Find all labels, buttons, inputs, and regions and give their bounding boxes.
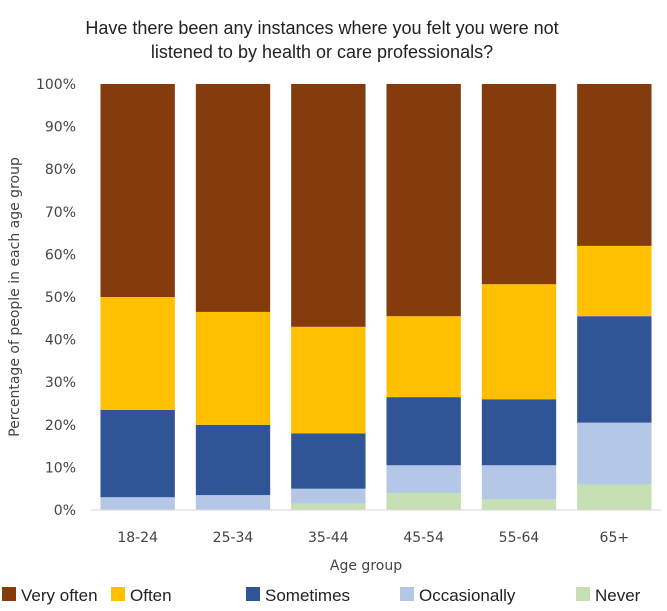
bar-segment-sometimes — [386, 397, 461, 466]
bar-segment-often — [195, 311, 271, 425]
y-tick-label: 70% — [45, 205, 76, 221]
legend-swatch-often — [111, 587, 125, 601]
legend-swatch-sometimes — [246, 587, 260, 601]
y-tick-label: 50% — [45, 290, 76, 306]
y-tick-label: 30% — [45, 375, 76, 391]
bar-segment-occasionally — [481, 465, 557, 500]
bar-segment-often — [481, 284, 557, 400]
x-tick-label: 18-24 — [117, 530, 158, 546]
bar-segment-sometimes — [100, 409, 175, 498]
y-tick-label: 100% — [36, 77, 76, 93]
y-tick-label: 40% — [45, 333, 76, 349]
y-tick-label: 0% — [54, 503, 76, 519]
bar-segment-sometimes — [577, 316, 652, 423]
bar-segment-very-often — [577, 84, 652, 246]
legend-label-often: Often — [130, 586, 172, 605]
bar-segment-often — [386, 316, 461, 398]
y-tick-label: 60% — [45, 247, 76, 263]
x-tick-label: 45-54 — [403, 530, 444, 546]
x-tick-label: 65+ — [600, 530, 630, 546]
chart-title-line-1: Have there been any instances where you … — [85, 18, 558, 38]
y-axis-title: Percentage of people in each age group — [7, 157, 23, 437]
legend-swatch-very-often — [2, 587, 16, 601]
x-tick-label: 55-64 — [499, 530, 540, 546]
bar-segment-very-often — [195, 84, 271, 312]
bar-segment-very-often — [386, 84, 461, 317]
legend-label-never: Never — [595, 586, 641, 605]
y-tick-label: 90% — [45, 120, 76, 136]
bar-segment-occasionally — [291, 488, 366, 504]
bar-segment-often — [291, 326, 366, 434]
bar-segment-never — [481, 499, 557, 510]
legend-label-very-often: Very often — [21, 586, 98, 605]
bar-segment-sometimes — [481, 399, 557, 466]
bar-segment-very-often — [481, 84, 557, 285]
y-axis-ticks: 0% 10% 20% 30% 40% 50% 60% 70% 80% 90% 100% — [36, 77, 76, 519]
x-axis-ticks: 18-24 25-34 35-44 45-54 55-64 65+ — [117, 530, 629, 546]
bar-segment-very-often — [100, 84, 175, 297]
bar-segment-often — [577, 245, 652, 317]
y-tick-label: 20% — [45, 418, 76, 434]
x-axis-title: Age group — [330, 558, 402, 574]
legend-swatch-occasionally — [400, 587, 414, 601]
bar-segment-sometimes — [291, 433, 366, 489]
bar-segment-occasionally — [100, 497, 175, 510]
bar-segment-never — [577, 484, 652, 510]
y-tick-label: 10% — [45, 460, 76, 476]
bar-segment-sometimes — [195, 424, 271, 496]
y-tick-label: 80% — [45, 162, 76, 178]
legend-swatch-never — [576, 587, 590, 601]
x-tick-label: 35-44 — [308, 530, 349, 546]
bar-segment-never — [291, 503, 366, 510]
bar-segment-very-often — [291, 84, 366, 327]
bar-segment-occasionally — [195, 495, 271, 510]
legend-label-sometimes: Sometimes — [265, 586, 350, 605]
x-tick-label: 25-34 — [213, 530, 254, 546]
bar-segment-occasionally — [386, 465, 461, 493]
bar-stacks — [100, 84, 652, 510]
legend: Very often Often Sometimes Occasionally Neve… — [2, 586, 641, 605]
chart-title-line-2: listened to by health or care profession… — [151, 42, 493, 62]
bar-segment-occasionally — [577, 422, 652, 485]
legend-label-occasionally: Occasionally — [419, 586, 516, 605]
bar-segment-often — [100, 297, 175, 410]
bar-segment-never — [386, 492, 461, 510]
